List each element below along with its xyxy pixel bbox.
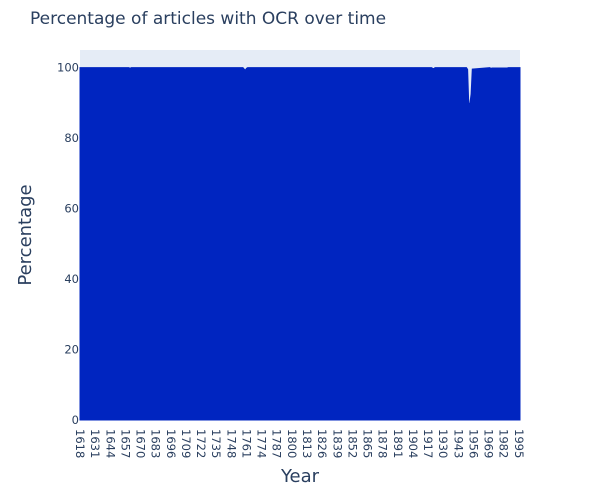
x-tick-label: 1670 bbox=[134, 429, 148, 458]
x-tick-label: 1878 bbox=[376, 429, 390, 458]
x-tick-label: 1930 bbox=[436, 429, 450, 458]
x-tick-label: 1735 bbox=[209, 429, 223, 458]
y-tick-label: 80 bbox=[64, 131, 79, 145]
x-tick-label: 1904 bbox=[406, 429, 420, 458]
chart-title: Percentage of articles with OCR over tim… bbox=[30, 9, 386, 29]
y-tick-label: 60 bbox=[64, 202, 79, 216]
x-axis-title: Year bbox=[280, 466, 320, 487]
x-tick-label: 1722 bbox=[194, 429, 208, 458]
x-tick-label: 1852 bbox=[345, 429, 359, 458]
y-axis-ticks: 0 20 40 60 80 100 bbox=[57, 61, 79, 427]
x-tick-label: 1709 bbox=[179, 429, 193, 458]
x-tick-label: 1774 bbox=[255, 429, 269, 458]
x-tick-label: 1865 bbox=[361, 429, 375, 458]
x-tick-label: 1787 bbox=[270, 429, 284, 458]
series-layer bbox=[79, 67, 521, 421]
x-tick-label: 1917 bbox=[421, 429, 435, 458]
x-tick-label: 1982 bbox=[497, 429, 511, 458]
y-axis-title: Percentage bbox=[15, 184, 36, 285]
x-tick-label: 1943 bbox=[451, 429, 465, 458]
x-tick-label: 1839 bbox=[330, 429, 344, 458]
x-tick-label: 1956 bbox=[466, 429, 480, 458]
x-tick-label: 1644 bbox=[103, 429, 117, 458]
x-tick-label: 1683 bbox=[149, 429, 163, 458]
x-tick-label: 1696 bbox=[164, 429, 178, 458]
x-tick-label: 1800 bbox=[285, 429, 299, 458]
x-tick-label: 1657 bbox=[118, 429, 132, 458]
area-series-0 bbox=[79, 67, 521, 421]
x-tick-label: 1631 bbox=[88, 429, 102, 458]
x-tick-label: 1761 bbox=[239, 429, 253, 458]
x-tick-label: 1813 bbox=[300, 429, 314, 458]
x-tick-label: 1995 bbox=[512, 429, 526, 458]
y-tick-label: 40 bbox=[64, 272, 79, 286]
x-axis-ticks: 1618 1631 1644 1657 1670 1683 1696 1709 1722 1735… bbox=[73, 429, 526, 458]
x-tick-label: 1618 bbox=[73, 429, 87, 458]
y-tick-label: 100 bbox=[57, 61, 79, 75]
y-tick-label: 20 bbox=[64, 343, 79, 357]
x-tick-label: 1748 bbox=[224, 429, 238, 458]
x-tick-label: 1826 bbox=[315, 429, 329, 458]
x-tick-label: 1891 bbox=[391, 429, 405, 458]
y-tick-label: 0 bbox=[72, 413, 79, 427]
x-tick-label: 1969 bbox=[482, 429, 496, 458]
